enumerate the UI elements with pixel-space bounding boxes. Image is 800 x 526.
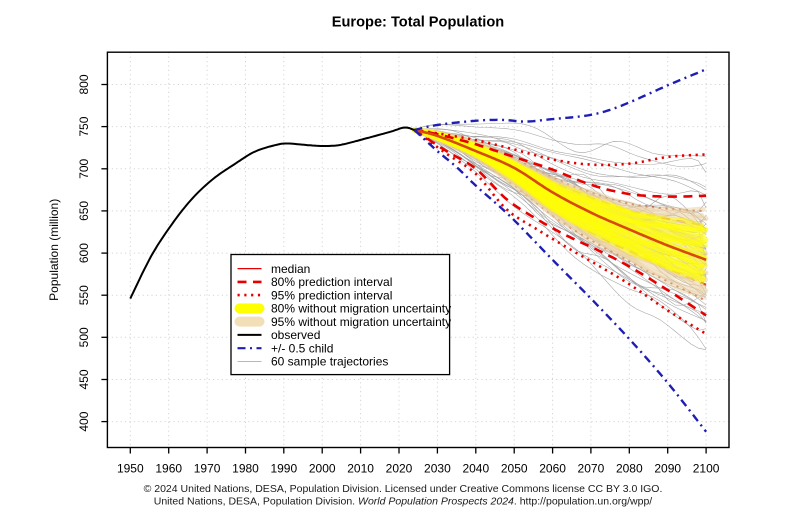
svg-text:1970: 1970: [194, 462, 221, 476]
svg-text:95% without migration uncertai: 95% without migration uncertainty: [271, 315, 451, 329]
svg-text:Population (million): Population (million): [47, 199, 61, 301]
svg-text:750: 750: [77, 116, 91, 136]
svg-text:800: 800: [77, 74, 91, 94]
svg-text:450: 450: [77, 369, 91, 389]
svg-text:60 sample trajectories: 60 sample trajectories: [271, 355, 388, 369]
svg-text:2100: 2100: [693, 462, 720, 476]
svg-text:2040: 2040: [462, 462, 489, 476]
svg-text:80% prediction interval: 80% prediction interval: [271, 275, 392, 289]
svg-text:Europe: Total Population: Europe: Total Population: [332, 15, 504, 31]
svg-text:550: 550: [77, 285, 91, 305]
svg-text:95% prediction interval: 95% prediction interval: [271, 288, 392, 302]
svg-text:1950: 1950: [117, 462, 144, 476]
svg-text:1980: 1980: [232, 462, 259, 476]
svg-text:2060: 2060: [539, 462, 566, 476]
svg-text:© 2024 United Nations, DESA, P: © 2024 United Nations, DESA, Population …: [144, 483, 663, 495]
svg-text:+/- 0.5 child: +/- 0.5 child: [271, 342, 333, 356]
svg-text:2070: 2070: [578, 462, 605, 476]
svg-text:600: 600: [77, 243, 91, 263]
svg-text:500: 500: [77, 327, 91, 347]
svg-text:80% without migration uncertai: 80% without migration uncertainty: [271, 302, 451, 316]
svg-text:2020: 2020: [386, 462, 413, 476]
svg-text:2000: 2000: [309, 462, 336, 476]
svg-text:650: 650: [77, 201, 91, 221]
svg-text:2050: 2050: [501, 462, 528, 476]
svg-text:1990: 1990: [270, 462, 297, 476]
svg-text:400: 400: [77, 411, 91, 431]
svg-text:2090: 2090: [654, 462, 681, 476]
svg-text:1960: 1960: [155, 462, 182, 476]
svg-text:United Nations, DESA, Populati: United Nations, DESA, Population Divisio…: [154, 496, 653, 508]
svg-text:700: 700: [77, 158, 91, 178]
svg-text:2030: 2030: [424, 462, 451, 476]
svg-text:median: median: [271, 262, 310, 276]
svg-text:observed: observed: [271, 328, 320, 342]
svg-text:2010: 2010: [347, 462, 374, 476]
svg-text:2080: 2080: [616, 462, 643, 476]
